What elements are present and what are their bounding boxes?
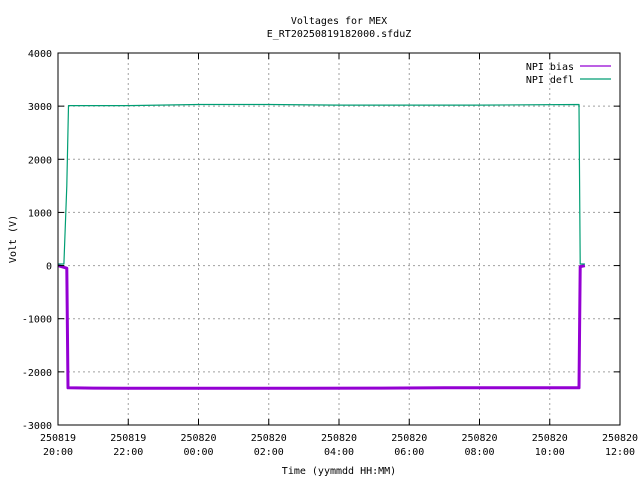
x-tick-date-label: 250820	[602, 433, 638, 444]
chart-subtitle: E_RT20250819182000.sfduZ	[267, 29, 412, 40]
legend-label: NPI bias	[526, 62, 574, 73]
x-tick-date-label: 250820	[180, 433, 216, 444]
y-tick-label: 1000	[28, 208, 52, 219]
y-tick-label: 4000	[28, 49, 52, 60]
x-tick-date-label: 250820	[391, 433, 427, 444]
x-tick-time-label: 02:00	[254, 447, 284, 458]
y-tick-label: 0	[46, 262, 52, 273]
x-tick-date-label: 250820	[251, 433, 287, 444]
y-tick-label: -3000	[22, 421, 52, 432]
x-axis-ticks: 250819 20:00 250819 22:00 250820 00:00 250820 0…	[40, 53, 638, 458]
x-tick-date-label: 250820	[321, 433, 357, 444]
x-axis-label: Time (yymmdd HH:MM)	[282, 466, 396, 477]
x-tick-time-label: 20:00	[43, 447, 73, 458]
x-tick-time-label: 04:00	[324, 447, 354, 458]
y-axis-ticks: -3000 -2000 -1000 0 1000 2000 3000 4000	[22, 49, 620, 432]
series-line-npi-defl	[58, 103, 585, 265]
y-tick-label: -2000	[22, 368, 52, 379]
x-tick-time-label: 08:00	[464, 447, 494, 458]
y-tick-label: 2000	[28, 155, 52, 166]
x-tick-time-label: 22:00	[113, 447, 143, 458]
x-tick-date-label: 250819	[110, 433, 146, 444]
x-tick-time-label: 10:00	[535, 447, 565, 458]
y-tick-label: 3000	[28, 102, 52, 113]
series-lines	[57, 103, 586, 390]
series-line-npi-bias	[57, 264, 586, 390]
x-tick-date-label: 250820	[461, 433, 497, 444]
legend: NPI bias NPI defl	[526, 62, 611, 86]
grid-lines	[58, 53, 620, 425]
chart-title: Voltages for MEX	[291, 16, 387, 27]
legend-label: NPI defl	[526, 75, 574, 86]
x-tick-date-label: 250820	[532, 433, 568, 444]
y-axis-label: Volt (V)	[8, 215, 19, 263]
x-tick-time-label: 06:00	[394, 447, 424, 458]
x-tick-time-label: 12:00	[605, 447, 635, 458]
x-tick-date-label: 250819	[40, 433, 76, 444]
y-tick-label: -1000	[22, 315, 52, 326]
x-tick-time-label: 00:00	[183, 447, 213, 458]
